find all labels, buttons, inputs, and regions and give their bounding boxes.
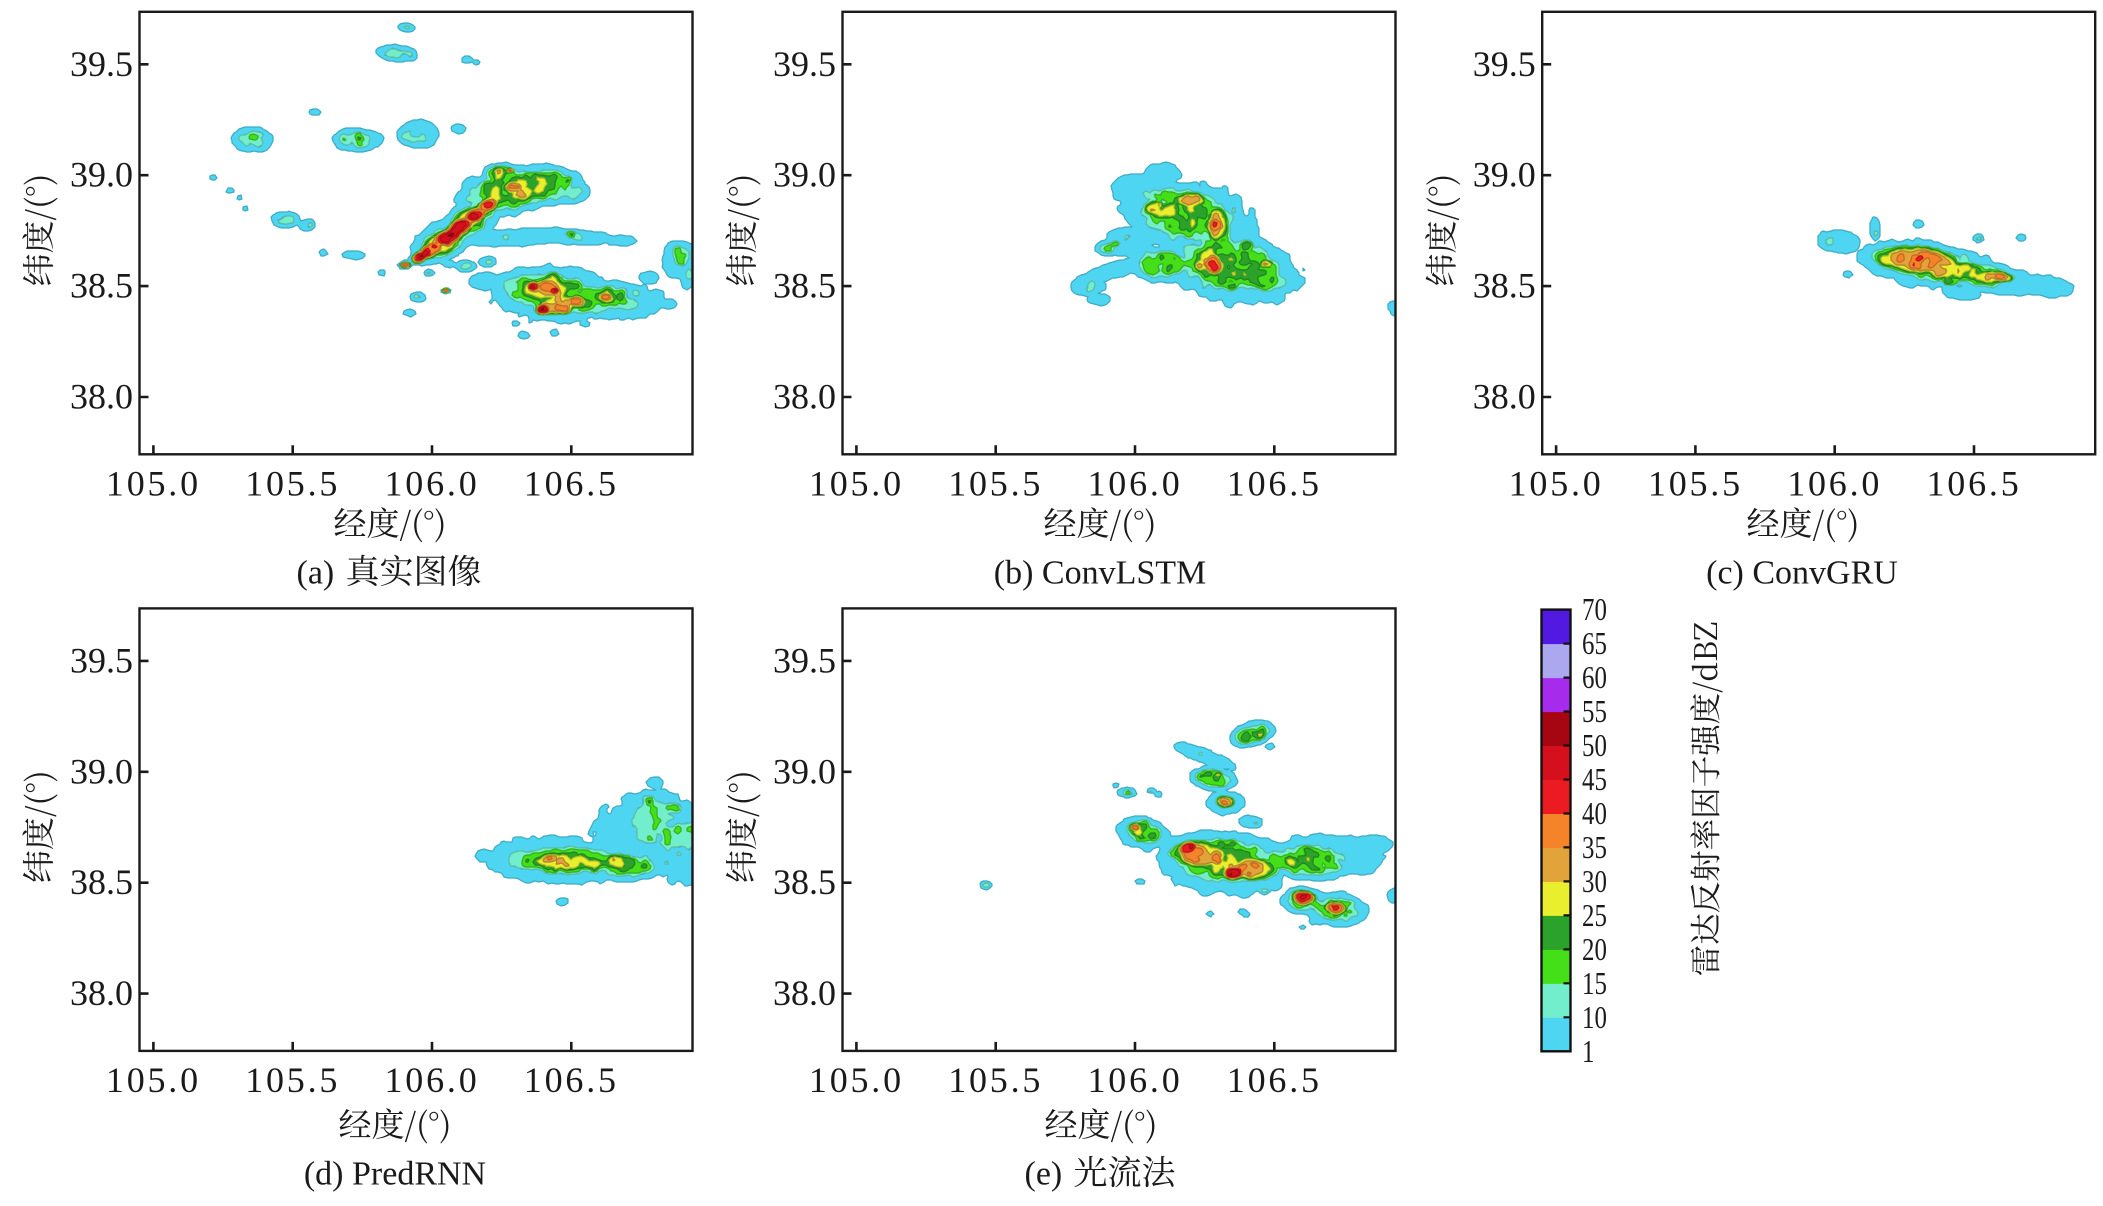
svg-text:1: 1 xyxy=(1582,1035,1594,1069)
svg-text:(b) ConvLSTM: (b) ConvLSTM xyxy=(994,554,1207,591)
svg-text:40: 40 xyxy=(1582,797,1607,831)
svg-text:106.0: 106.0 xyxy=(385,1060,480,1100)
svg-text:(e): (e) xyxy=(1025,1155,1063,1192)
svg-text:25: 25 xyxy=(1582,899,1607,933)
svg-text:50: 50 xyxy=(1582,729,1607,763)
svg-text:38.5: 38.5 xyxy=(773,266,836,306)
svg-text:105.5: 105.5 xyxy=(245,1060,340,1100)
svg-text:105.0: 105.0 xyxy=(106,463,201,503)
svg-text:45: 45 xyxy=(1582,763,1607,797)
svg-text:106.5: 106.5 xyxy=(524,1060,619,1100)
svg-text:38.0: 38.0 xyxy=(1473,377,1536,417)
svg-text:38.5: 38.5 xyxy=(70,266,133,306)
svg-text:15: 15 xyxy=(1582,967,1607,1001)
svg-text:105.5: 105.5 xyxy=(245,463,340,503)
svg-text:39.0: 39.0 xyxy=(70,751,133,791)
svg-text:106.0: 106.0 xyxy=(1088,463,1183,503)
svg-text:105.5: 105.5 xyxy=(1648,463,1743,503)
svg-text:39.0: 39.0 xyxy=(773,751,836,791)
svg-text:105.5: 105.5 xyxy=(948,463,1043,503)
svg-text:105.0: 105.0 xyxy=(1509,463,1604,503)
svg-text:105.0: 105.0 xyxy=(809,1060,904,1100)
svg-text:39.0: 39.0 xyxy=(1473,155,1536,195)
svg-text:39.0: 39.0 xyxy=(70,155,133,195)
svg-text:39.0: 39.0 xyxy=(773,155,836,195)
svg-text:20: 20 xyxy=(1582,933,1607,967)
svg-text:105.5: 105.5 xyxy=(948,1060,1043,1100)
svg-text:106.5: 106.5 xyxy=(1227,1060,1322,1100)
svg-text:10: 10 xyxy=(1582,1001,1607,1035)
svg-text:38.0: 38.0 xyxy=(773,973,836,1013)
svg-text:105.0: 105.0 xyxy=(809,463,904,503)
svg-text:106.5: 106.5 xyxy=(1227,463,1322,503)
svg-text:106.5: 106.5 xyxy=(524,463,619,503)
svg-text:106.0: 106.0 xyxy=(1088,1060,1183,1100)
svg-text:39.5: 39.5 xyxy=(70,640,133,680)
svg-text:38.5: 38.5 xyxy=(1473,266,1536,306)
svg-text:39.5: 39.5 xyxy=(1473,44,1536,84)
svg-text:70: 70 xyxy=(1582,593,1607,627)
svg-text:106.0: 106.0 xyxy=(385,463,480,503)
svg-text:38.0: 38.0 xyxy=(70,377,133,417)
svg-text:(c) ConvGRU: (c) ConvGRU xyxy=(1706,554,1898,591)
svg-text:60: 60 xyxy=(1582,661,1607,695)
svg-text:106.5: 106.5 xyxy=(1927,463,2022,503)
svg-text:55: 55 xyxy=(1582,695,1607,729)
svg-text:65: 65 xyxy=(1582,627,1607,661)
svg-text:38.5: 38.5 xyxy=(773,862,836,902)
svg-text:39.5: 39.5 xyxy=(70,44,133,84)
svg-text:30: 30 xyxy=(1582,865,1607,899)
svg-text:38.0: 38.0 xyxy=(773,377,836,417)
svg-text:35: 35 xyxy=(1582,831,1607,865)
svg-text:(d) PredRNN: (d) PredRNN xyxy=(304,1155,486,1192)
svg-text:39.5: 39.5 xyxy=(773,44,836,84)
svg-text:105.0: 105.0 xyxy=(106,1060,201,1100)
svg-text:(a): (a) xyxy=(297,554,335,591)
svg-text:39.5: 39.5 xyxy=(773,640,836,680)
svg-text:38.5: 38.5 xyxy=(70,862,133,902)
svg-text:106.0: 106.0 xyxy=(1787,463,1882,503)
svg-text:38.0: 38.0 xyxy=(70,973,133,1013)
